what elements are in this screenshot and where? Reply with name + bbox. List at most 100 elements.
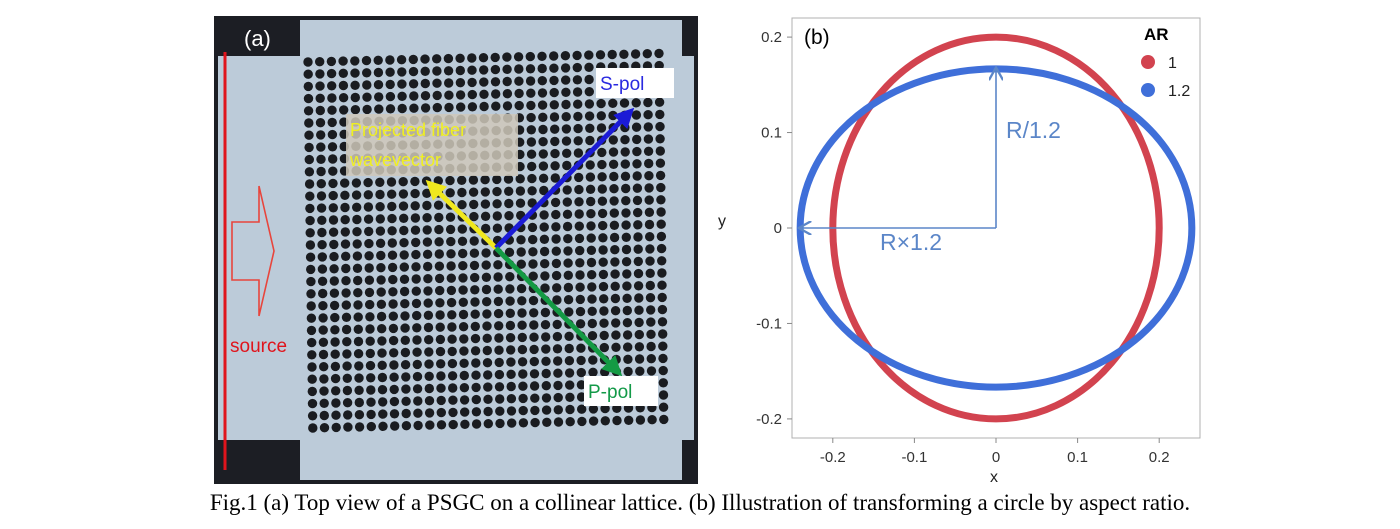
lattice-hole <box>378 397 388 407</box>
lattice-hole <box>318 349 329 360</box>
lattice-hole <box>480 199 491 209</box>
lattice-hole <box>610 306 621 316</box>
lattice-hole <box>374 104 384 114</box>
lattice-hole <box>375 202 385 212</box>
lattice-hole <box>422 200 432 211</box>
lattice-hole <box>424 335 434 345</box>
lattice-hole <box>574 209 584 219</box>
panel-a-label: (a) <box>244 26 271 51</box>
lattice-hole <box>482 321 492 331</box>
lattice-hole <box>471 419 482 429</box>
lattice-hole <box>550 124 560 134</box>
lattice-hole <box>622 269 632 279</box>
lattice-hole <box>492 199 502 209</box>
lattice-hole <box>409 103 419 113</box>
lattice-hole <box>515 186 526 196</box>
lattice-hole <box>467 102 478 112</box>
lattice-hole <box>657 256 667 266</box>
lattice-hole <box>572 62 582 73</box>
lattice-hole <box>401 384 411 394</box>
lattice-hole <box>432 90 442 101</box>
lattice-hole <box>342 373 352 383</box>
lattice-hole <box>455 53 465 63</box>
lattice-hole <box>365 360 376 371</box>
lattice-hole <box>645 280 655 291</box>
fiber-wavevector-arrow <box>425 179 498 250</box>
lattice-hole <box>575 282 585 292</box>
lattice-hole <box>495 394 505 404</box>
lattice-hole <box>646 317 656 327</box>
lattice-hole <box>458 285 468 295</box>
lattice-hole <box>374 92 384 102</box>
x-tick-label: 0 <box>992 449 1000 466</box>
lattice-hole <box>620 122 630 133</box>
lattice-hole <box>595 50 606 60</box>
lattice-hole <box>657 280 667 290</box>
lattice-hole <box>599 306 609 316</box>
lattice-hole <box>304 167 315 177</box>
lattice-hole <box>376 275 386 285</box>
lattice-hole <box>444 78 454 88</box>
lattice-hole <box>598 245 608 255</box>
lattice-hole <box>482 297 492 307</box>
lattice-hole <box>366 421 376 432</box>
lattice-hole <box>632 134 642 145</box>
lattice-hole <box>621 220 631 230</box>
lattice-hole <box>305 252 316 262</box>
lattice-hole <box>507 418 517 428</box>
lattice-hole <box>303 93 314 104</box>
lattice-hole <box>658 390 669 400</box>
lattice-hole <box>354 385 364 395</box>
lattice-hole <box>537 76 547 86</box>
legend-entry-ar-1: 1 <box>1168 55 1177 72</box>
lattice-hole <box>622 293 632 303</box>
lattice-hole <box>655 121 665 132</box>
lattice-hole <box>364 238 374 249</box>
lattice-hole <box>340 239 351 249</box>
lattice-hole <box>327 142 338 152</box>
lattice-hole <box>458 248 468 259</box>
lattice-hole <box>588 404 599 414</box>
lattice-hole <box>563 258 573 268</box>
lattice-hole <box>422 188 432 198</box>
lattice-hole <box>352 239 362 249</box>
lattice-hole <box>493 284 503 294</box>
lattice-hole <box>400 335 410 345</box>
lattice-hole <box>318 301 328 311</box>
lattice-hole <box>537 51 547 61</box>
lattice-hole <box>373 67 384 78</box>
lattice-hole <box>563 295 574 305</box>
lattice-hole <box>565 404 575 415</box>
lattice-hole <box>634 329 644 340</box>
lattice-hole <box>319 386 329 396</box>
lattice-hole <box>632 183 643 193</box>
fiber-label-background <box>346 114 518 176</box>
lattice-hole <box>436 359 446 369</box>
lattice-hole <box>385 91 396 102</box>
lattice-hole <box>397 103 407 114</box>
lattice-hole <box>458 297 468 307</box>
lattice-hole <box>608 110 618 121</box>
lattice-hole <box>306 289 316 299</box>
lattice-hole <box>307 386 317 397</box>
p-pol-label: P-pol <box>588 382 632 403</box>
lattice-hole <box>525 64 536 74</box>
lattice-hole <box>621 183 631 194</box>
lattice-hole <box>518 393 528 404</box>
lattice-hole <box>434 261 445 271</box>
lattice-hole <box>564 307 574 317</box>
lattice-hole <box>352 227 362 237</box>
lattice-hole <box>353 336 364 347</box>
lattice-hole <box>599 318 609 328</box>
lattice-hole <box>307 337 317 348</box>
lattice-hole <box>634 305 644 315</box>
lattice-hole <box>353 300 363 310</box>
lattice-hole <box>480 175 490 185</box>
lattice-hole <box>328 190 338 201</box>
lattice-hole <box>526 88 536 98</box>
lattice-hole <box>400 360 411 370</box>
lattice-hole <box>413 408 423 418</box>
lattice-hole <box>541 344 551 354</box>
lattice-hole <box>412 359 422 370</box>
figure-caption: Fig.1 (a) Top view of a PSGC on a collin… <box>209 490 1191 515</box>
